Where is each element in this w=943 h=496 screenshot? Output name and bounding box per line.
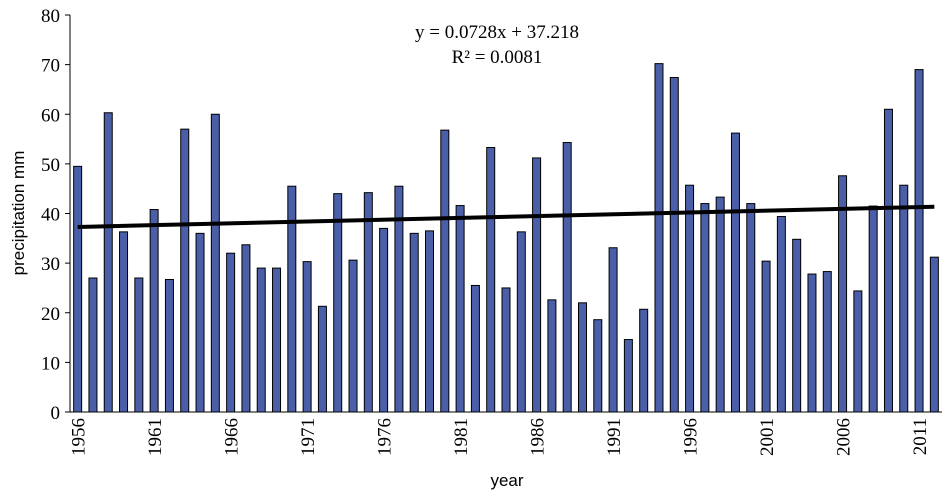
bar (730, 132, 740, 413)
bar (164, 279, 174, 413)
trend-r-squared: R² = 0.0081 (452, 47, 543, 68)
bar (226, 252, 236, 413)
bar (256, 267, 266, 413)
bar (195, 232, 205, 413)
y-tick-label: 60 (41, 105, 60, 126)
x-tick-label: 1976 (375, 418, 396, 456)
bar (577, 302, 587, 413)
bar (853, 290, 863, 413)
bar (623, 339, 633, 413)
trend-line (77, 204, 935, 229)
bar (883, 108, 893, 413)
x-axis-label: year (490, 471, 523, 490)
bar (210, 113, 220, 413)
y-tick-label: 10 (41, 353, 60, 374)
bar (929, 256, 939, 413)
x-tick-label: 1996 (681, 418, 702, 456)
bar (914, 69, 924, 413)
trend-equation: y = 0.0728x + 37.218 (415, 22, 579, 43)
y-axis-label: precipitation mm (9, 151, 28, 276)
bar (333, 193, 343, 413)
bar (119, 231, 129, 413)
bar (868, 205, 878, 413)
x-tick-label: 1991 (604, 418, 625, 456)
bar (379, 227, 389, 413)
bar (700, 203, 710, 413)
bar (746, 203, 756, 413)
bar (272, 267, 282, 413)
bar (669, 77, 679, 413)
x-tick-label: 1981 (451, 418, 472, 456)
y-tick-label: 30 (41, 254, 60, 275)
x-tick-label: 1986 (528, 418, 549, 456)
bar (180, 128, 190, 413)
bar (761, 260, 771, 413)
y-tick-label: 80 (41, 6, 60, 27)
x-tick-label: 1961 (145, 418, 166, 456)
bar (685, 184, 695, 413)
bar (838, 175, 848, 413)
bar (792, 238, 802, 413)
bar (73, 165, 83, 413)
bar (593, 319, 603, 413)
bar (532, 157, 542, 413)
bar (409, 232, 419, 413)
bar (486, 146, 496, 413)
y-tick-label: 50 (41, 155, 60, 176)
x-tick-label: 1966 (222, 418, 243, 456)
x-tick-label: 2011 (910, 418, 931, 455)
bar (88, 277, 98, 413)
bar (348, 259, 358, 413)
bar (470, 284, 480, 413)
bar (715, 196, 725, 413)
x-tick-label: 1956 (69, 418, 90, 456)
bar (440, 129, 450, 413)
bar (363, 192, 373, 413)
y-tick-label: 40 (41, 205, 60, 226)
bar (134, 277, 144, 413)
bar (425, 230, 435, 413)
bar (776, 215, 786, 413)
bar (103, 112, 113, 413)
bar (562, 142, 572, 413)
x-tick-label: 1971 (298, 418, 319, 456)
bar (241, 244, 251, 413)
bar (899, 184, 909, 413)
bar (654, 63, 664, 413)
bar (608, 247, 618, 413)
x-tick-label: 2001 (757, 418, 778, 456)
bar (516, 231, 526, 413)
bar (639, 308, 649, 413)
bar (547, 299, 557, 413)
bar (807, 273, 817, 413)
bar (455, 205, 465, 413)
y-tick-label: 20 (41, 304, 60, 325)
bar (822, 271, 832, 413)
y-tick-label: 70 (41, 56, 60, 77)
y-tick-label: 0 (51, 403, 61, 424)
bar (149, 209, 159, 413)
bar (501, 287, 511, 413)
x-tick-label: 2006 (834, 418, 855, 456)
bar (302, 261, 312, 413)
bar (317, 305, 327, 413)
